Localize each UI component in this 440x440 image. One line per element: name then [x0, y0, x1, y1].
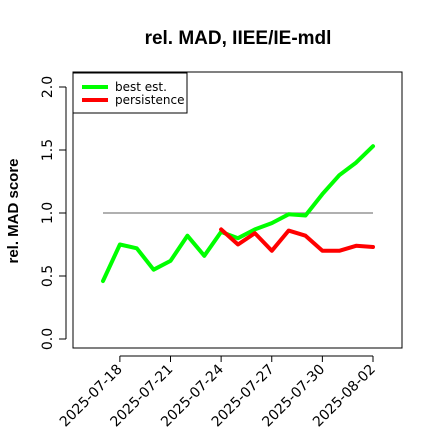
legend-label: persistence	[115, 93, 184, 107]
legend-label: best est.	[115, 80, 167, 94]
x-axis: 2025-07-182025-07-212025-07-242025-07-27…	[57, 355, 379, 430]
y-tick-label: 2.0	[40, 76, 56, 98]
y-tick-label: 0.5	[40, 265, 56, 287]
chart-title: rel. MAD, IIEE/IE-mdl	[145, 28, 332, 49]
y-tick-label: 0.0	[40, 328, 56, 350]
y-axis: 0.0 0.5 1.0 1.5 2.0	[40, 76, 67, 350]
series-line-1	[219, 227, 375, 253]
y-tick-label: 1.0	[40, 202, 56, 224]
plot-area	[101, 144, 375, 283]
legend-box	[72, 72, 188, 114]
series-line-0	[101, 144, 375, 283]
legend: best est.persistence	[72, 72, 188, 114]
y-tick-label: 1.5	[40, 139, 56, 161]
y-axis-label: rel. MAD score	[5, 158, 22, 263]
plot-frame	[72, 71, 403, 349]
